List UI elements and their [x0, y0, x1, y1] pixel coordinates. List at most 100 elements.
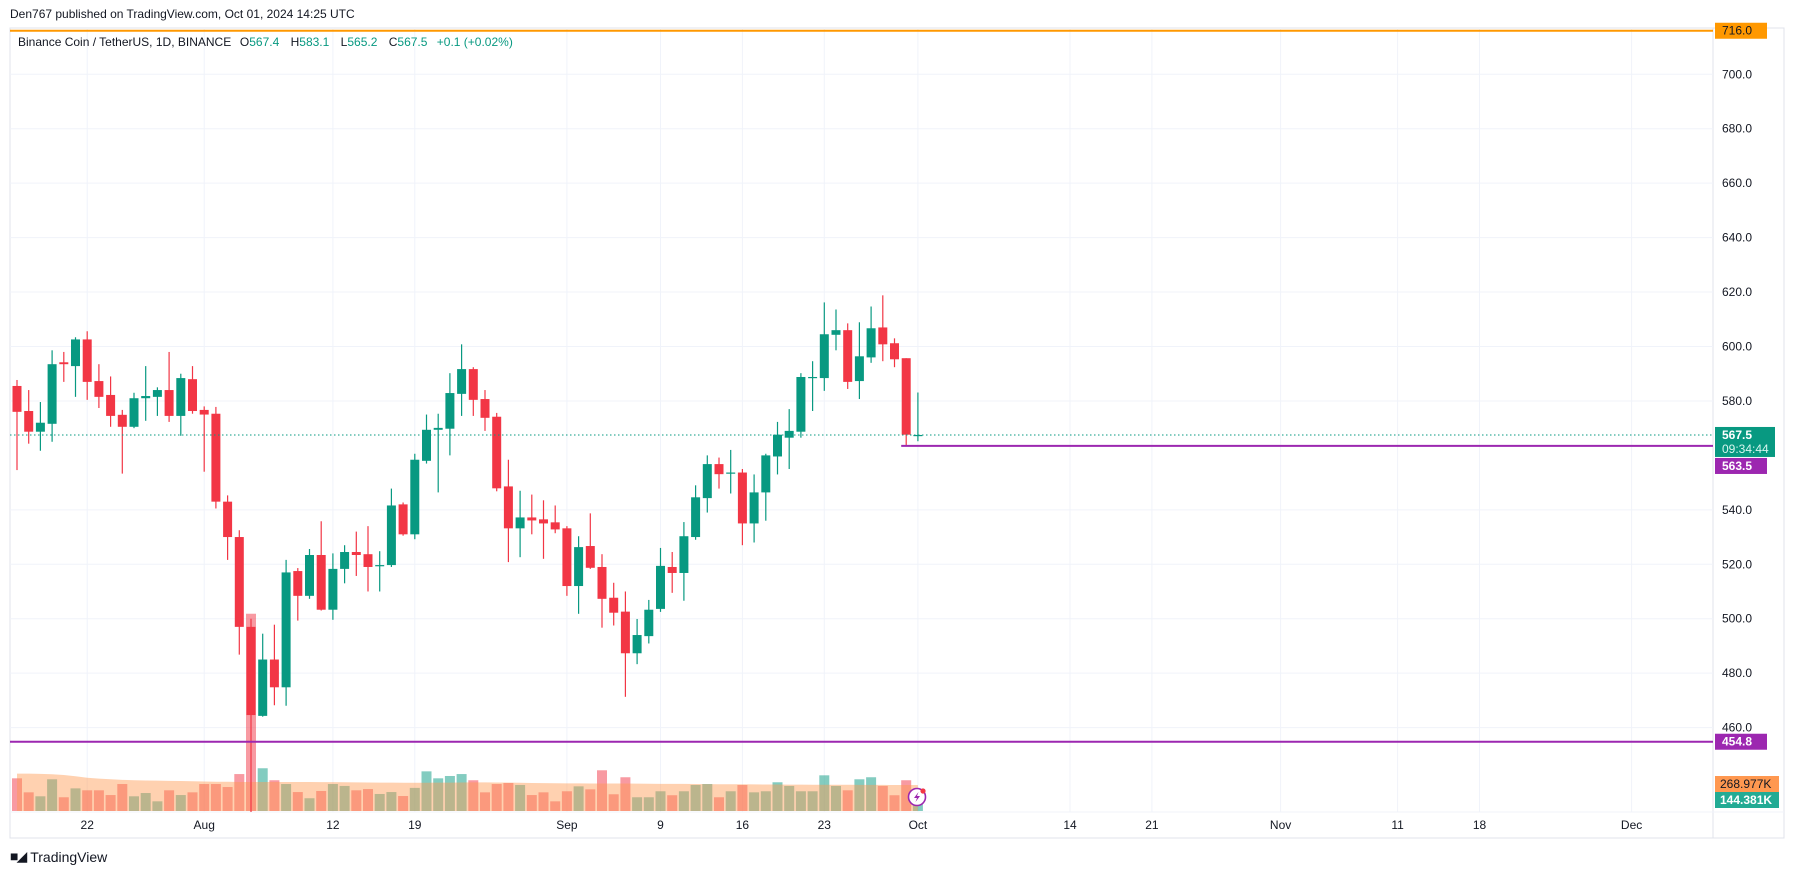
- y-tick-label: 600.0: [1722, 340, 1752, 354]
- candle-body: [656, 565, 665, 609]
- tradingview-logo-text: TradingView: [30, 848, 108, 865]
- candle-body: [375, 565, 385, 567]
- y-tick-label: 460.0: [1722, 721, 1752, 735]
- volume-bar: [760, 791, 771, 811]
- candle-body: [328, 568, 338, 610]
- candle-body: [539, 519, 548, 524]
- y-tick-label: 660.0: [1722, 176, 1752, 190]
- candle-body: [843, 330, 853, 382]
- y-tick-label: 580.0: [1722, 394, 1752, 408]
- x-tick-label: Oct: [909, 818, 928, 832]
- volume-bar: [409, 787, 420, 811]
- candle-body: [340, 552, 350, 569]
- volume-bar: [667, 795, 678, 811]
- volume-bar: [339, 785, 350, 811]
- volume-bar: [561, 791, 572, 811]
- candle-body: [913, 434, 923, 437]
- candle-body: [737, 472, 747, 524]
- volume-bar: [468, 780, 479, 811]
- candle-body: [796, 376, 806, 432]
- volume-bar: [620, 777, 631, 811]
- volume-bar: [421, 771, 432, 811]
- y-tick-label: 700.0: [1722, 67, 1752, 81]
- candle-body: [784, 430, 794, 438]
- volume-bar: [854, 779, 865, 811]
- volume-bar: [222, 787, 233, 811]
- volume-bar: [819, 775, 830, 811]
- volume-bar: [515, 784, 526, 811]
- candle-body: [761, 455, 771, 493]
- volume-bar: [234, 774, 245, 811]
- volume-bar: [503, 782, 514, 811]
- candle-body: [667, 566, 677, 573]
- level-price-badge: [1715, 22, 1767, 39]
- candle-body: [386, 505, 396, 566]
- candle-body: [714, 464, 724, 475]
- symbol-name[interactable]: Binance Coin / TetherUS, 1D, BINANCE: [18, 35, 232, 49]
- levels-layer: [10, 29, 1713, 743]
- symbol-legend: Binance Coin / TetherUS, 1D, BINANCE O56…: [18, 35, 519, 49]
- volume-bar: [82, 790, 93, 811]
- volume-bar: [187, 792, 198, 811]
- candle-body: [106, 394, 116, 416]
- high-value: 583.1: [299, 35, 330, 49]
- candle-body: [351, 552, 361, 556]
- candle-body: [562, 528, 572, 587]
- x-tick-label: 23: [818, 818, 832, 832]
- volume-bar: [351, 790, 362, 811]
- volume-ma-area: [17, 773, 918, 811]
- candle-body: [433, 427, 443, 430]
- volume-bar: [140, 793, 151, 811]
- low-label: L: [340, 35, 348, 49]
- volume-bar: [608, 794, 619, 811]
- candle-body: [398, 504, 408, 535]
- tradingview-logo[interactable]: ■◢ TradingView: [10, 848, 107, 865]
- candle-body: [480, 399, 490, 418]
- candle-body: [644, 609, 654, 637]
- volume-bar: [491, 784, 502, 811]
- grid: [9, 27, 1785, 839]
- volume-bar: [749, 792, 760, 811]
- low-value: 565.2: [347, 35, 378, 49]
- volume-bar: [316, 790, 327, 811]
- x-tick-label: 19: [408, 818, 422, 832]
- volume-bar: [550, 801, 561, 811]
- candle-body: [223, 501, 233, 538]
- volume-bar: [795, 791, 806, 811]
- x-tick-label: 22: [81, 818, 95, 832]
- candle-body: [878, 327, 888, 345]
- candle-body: [515, 517, 525, 529]
- lightning-icon[interactable]: [907, 787, 927, 807]
- volume-bar: [210, 784, 221, 811]
- x-tick-label: 21: [1145, 818, 1159, 832]
- volume-bar: [831, 785, 841, 811]
- candle-body: [691, 497, 701, 538]
- volume-bar: [597, 770, 607, 811]
- candle-body: [819, 334, 829, 379]
- candle-body: [632, 635, 642, 654]
- volume-bar: [573, 786, 584, 811]
- volume-bar: [292, 792, 303, 811]
- candle-body: [316, 555, 326, 610]
- volume-bar: [866, 777, 877, 811]
- candle-body: [59, 362, 69, 365]
- candle-body: [176, 378, 186, 416]
- volume-bar: [117, 784, 128, 811]
- x-tick-label: Dec: [1621, 818, 1642, 832]
- volume-bar: [164, 790, 175, 811]
- candle-body: [258, 659, 268, 716]
- volume-bar: [398, 796, 409, 811]
- volume-ma-badge: [1715, 776, 1779, 792]
- candle-body: [363, 554, 373, 567]
- candle-body: [24, 411, 34, 432]
- x-tick-label: 16: [736, 818, 750, 832]
- candle-body: [574, 547, 584, 587]
- candle-body: [141, 396, 151, 399]
- candle-body: [457, 369, 467, 394]
- y-tick-label: 520.0: [1722, 557, 1752, 571]
- candle-body: [269, 659, 279, 688]
- candle-body: [854, 356, 864, 382]
- x-tick-label: 18: [1473, 818, 1487, 832]
- volume-bar: [655, 791, 666, 811]
